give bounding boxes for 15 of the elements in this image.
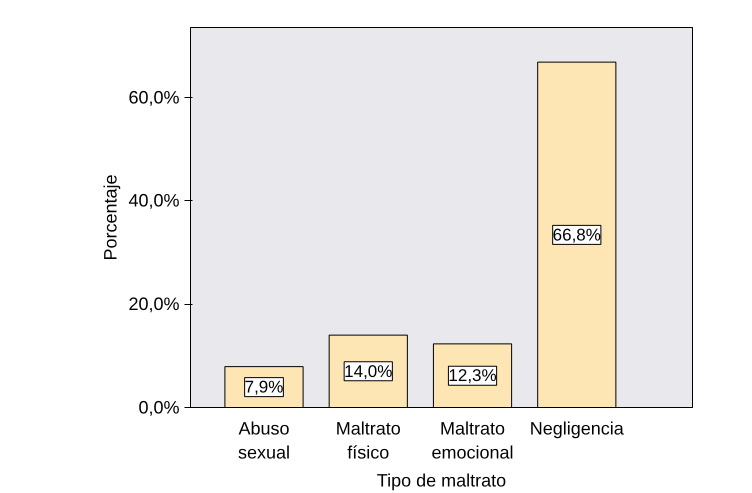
y-tick-label: 0,0% <box>138 398 180 418</box>
data-label: 14,0% <box>344 362 392 381</box>
x-tick-label: Maltrato físico <box>336 418 401 462</box>
y-tick-label: 60,0% <box>128 87 180 108</box>
y-tick-label: 20,0% <box>128 294 180 314</box>
x-tick-label: Maltrato emocional <box>431 418 514 462</box>
x-tick-label: Abuso sexual <box>238 418 290 462</box>
data-label: 12,3% <box>448 366 497 386</box>
x-axis-title: Tipo de maltrato <box>376 470 506 490</box>
data-label: 66,8% <box>552 225 601 244</box>
y-tick-label: 40,0% <box>128 190 180 211</box>
bar <box>537 62 616 408</box>
y-axis-title: Porcentaje <box>100 174 120 261</box>
x-tick-label: Negligencia <box>530 418 625 438</box>
data-label: 7,9% <box>244 378 284 397</box>
